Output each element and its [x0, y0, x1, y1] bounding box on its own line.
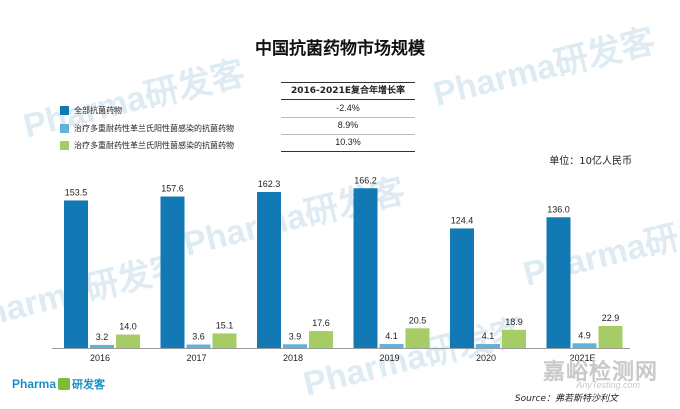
- legend-item-gram-negative: 治疗多重耐药性革兰氏阴性菌感染的抗菌药物: [60, 138, 234, 152]
- cagr-value-total: -2.4%: [336, 103, 360, 113]
- unit-label: 单位：10亿人民币: [549, 156, 632, 167]
- site-watermark-sub: AnyTesting.com: [576, 380, 640, 390]
- data-label: 22.9: [602, 313, 620, 323]
- bar-gram-positive: [186, 344, 211, 348]
- data-label: 157.6: [161, 184, 184, 194]
- x-tick-label: 2019: [379, 353, 399, 363]
- cagr-divider: [281, 134, 415, 135]
- x-tick-label: 2016: [90, 353, 110, 363]
- data-label: 20.5: [409, 315, 427, 325]
- data-label: 18.9: [505, 317, 523, 327]
- bar-total: [353, 188, 378, 348]
- bar-gram-negative: [502, 329, 526, 348]
- data-label: 4.9: [578, 330, 591, 340]
- bar-gram-negative: [212, 333, 237, 348]
- bar-total: [257, 192, 281, 348]
- legend-swatch: [60, 140, 69, 150]
- site-watermark: 嘉峪检测网: [542, 360, 658, 385]
- bar-gram-negative: [405, 328, 430, 348]
- bar-gram-negative: [598, 325, 623, 348]
- chart-title: 中国抗菌药物市场规模: [255, 39, 425, 59]
- x-tick-label: 2018: [283, 353, 303, 363]
- data-label: 3.9: [289, 331, 302, 341]
- logo-mark-icon: [58, 378, 71, 390]
- bar-gram-positive: [90, 344, 114, 348]
- legend-item-gram-positive: 治疗多重耐药性革兰氏阳性菌感染的抗菌药物: [60, 121, 234, 135]
- legend-label: 治疗多重耐药性革兰氏阴性菌感染的抗菌药物: [74, 140, 234, 150]
- data-label: 3.2: [96, 332, 109, 342]
- bar-gram-positive: [572, 343, 597, 348]
- bar-gram-positive: [283, 344, 307, 348]
- cagr-divider: [281, 117, 415, 118]
- data-label: 14.0: [119, 322, 137, 332]
- data-label: 4.1: [482, 331, 495, 341]
- data-label: 162.3: [258, 179, 281, 189]
- legend-swatch: [60, 105, 69, 115]
- pharma-logo: Pharma 研发客: [12, 376, 105, 392]
- bar-gram-positive: [476, 344, 500, 348]
- bar-total: [160, 196, 185, 348]
- bar-gram-positive: [379, 344, 404, 348]
- data-label: 15.1: [216, 320, 234, 330]
- logo-cn-text: 研发客: [72, 378, 106, 391]
- data-label: 3.6: [192, 332, 205, 342]
- cagr-table-header: 2016-2021E复合年增长率: [281, 82, 415, 100]
- data-label: 4.1: [385, 331, 398, 341]
- x-tick-label: 2021E: [569, 353, 595, 363]
- legend-swatch: [60, 123, 69, 133]
- legend-label: 全部抗菌药物: [74, 105, 122, 115]
- cagr-value-gram-negative: 10.3%: [335, 137, 361, 147]
- cagr-divider: [281, 151, 415, 152]
- legend-label: 治疗多重耐药性革兰氏阳性菌感染的抗菌药物: [74, 123, 234, 133]
- data-label: 136.0: [547, 204, 570, 214]
- source-note: Source：弗若斯特沙利文: [514, 394, 618, 404]
- logo-text: Pharma: [12, 377, 57, 391]
- bar-gram-negative: [309, 331, 333, 348]
- data-label: 153.5: [65, 187, 88, 197]
- x-tick-label: 2017: [186, 353, 206, 363]
- x-tick-label: 2020: [476, 353, 496, 363]
- bar-gram-negative: [116, 334, 140, 348]
- data-label: 166.2: [354, 175, 377, 185]
- bar-total: [64, 200, 88, 348]
- legend-item-total: 全部抗菌药物: [60, 103, 122, 117]
- bar-total: [546, 217, 571, 348]
- data-label: 17.6: [312, 318, 330, 328]
- bar-total: [450, 228, 474, 348]
- data-label: 124.4: [451, 215, 474, 225]
- cagr-value-gram-positive: 8.9%: [337, 120, 359, 130]
